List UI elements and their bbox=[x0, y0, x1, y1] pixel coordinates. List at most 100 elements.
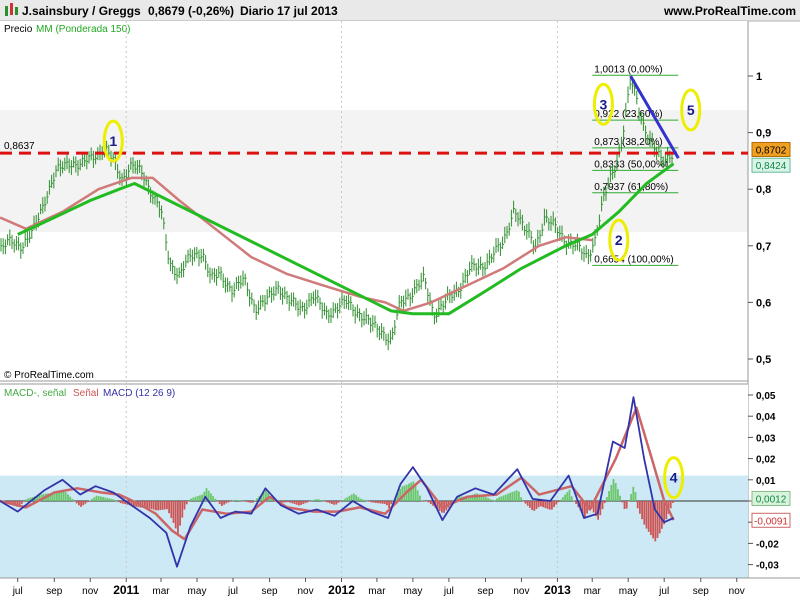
macd-histogram-bar bbox=[559, 499, 562, 501]
macd-histogram-bar bbox=[179, 501, 181, 526]
macd-histogram-bar bbox=[302, 501, 305, 505]
macd-histogram-bar bbox=[172, 501, 175, 523]
macd-histogram-bar bbox=[359, 498, 362, 501]
macd-histogram-bar bbox=[298, 501, 300, 506]
macd-histogram-bar bbox=[482, 496, 485, 501]
price-tick-label: 0,6 bbox=[756, 297, 771, 309]
macd-histogram-bar bbox=[185, 501, 188, 505]
current-price-badge-box bbox=[751, 141, 791, 157]
macd-histogram-bar bbox=[491, 499, 494, 501]
x-tick-label: mar bbox=[152, 586, 170, 597]
x-tick-label: nov bbox=[297, 586, 313, 597]
macd-legend-3: MACD (12 26 9) bbox=[103, 388, 175, 399]
macd-histogram-bar bbox=[632, 486, 635, 501]
macd-histogram-bar bbox=[269, 496, 272, 501]
macd-histogram-bar bbox=[511, 492, 514, 501]
macd-histogram-bar bbox=[427, 501, 430, 503]
macd-histogram-bar bbox=[251, 501, 254, 503]
macd-histogram-bar bbox=[20, 501, 23, 505]
macd-histogram-bar bbox=[364, 500, 366, 501]
macd-histogram-bar bbox=[669, 501, 672, 509]
macd-histogram-bar bbox=[117, 501, 120, 503]
macd-histogram-bar bbox=[234, 500, 236, 501]
macd-histogram-bar bbox=[25, 499, 27, 501]
macd-histogram-bar bbox=[383, 501, 386, 504]
macd-histogram-bar bbox=[177, 501, 179, 534]
macd-histogram-bar bbox=[300, 501, 302, 505]
macd-histogram-bar bbox=[227, 501, 230, 503]
macd-histogram-bar bbox=[346, 497, 349, 501]
macd-histogram-bar bbox=[575, 501, 577, 504]
macd-histogram-bar bbox=[119, 501, 122, 504]
macd-histogram-bar bbox=[388, 501, 390, 509]
macd-histogram-bar bbox=[430, 501, 432, 505]
macd-histogram-bar bbox=[623, 501, 626, 509]
macd-histogram-bar bbox=[504, 494, 507, 501]
macd-histogram-bar bbox=[410, 482, 412, 501]
ma-value-badge: 0,8424 bbox=[756, 161, 787, 172]
macd-histogram-bar bbox=[260, 493, 263, 501]
fibonacci-retracement: 1,0013 (0,00%) 0,922 (23,60%) 0,873 (38,20… bbox=[592, 64, 679, 266]
macd-histogram-bar bbox=[53, 493, 56, 501]
macd-histogram-bar bbox=[535, 501, 538, 509]
price-tick-label: 1 bbox=[756, 71, 762, 83]
macd-histogram-bar bbox=[375, 501, 377, 503]
macd-histogram-bar bbox=[436, 501, 439, 510]
macd-histogram-bar bbox=[397, 492, 399, 501]
macd-histogram-bar bbox=[170, 501, 173, 518]
macd-histogram-bar bbox=[672, 501, 674, 503]
macd-histogram-bar bbox=[557, 501, 560, 503]
macd-histogram-bar bbox=[104, 497, 107, 501]
macd-histogram-bar bbox=[414, 485, 417, 501]
macd-histogram-bar bbox=[544, 501, 547, 509]
macd-histogram-bar bbox=[287, 501, 289, 503]
macd-histogram-bar bbox=[108, 498, 111, 501]
macd-histogram-bar bbox=[570, 496, 573, 501]
macd-histogram-bar bbox=[47, 493, 49, 501]
macd-histogram-bar bbox=[518, 491, 520, 501]
price-tick-label: 0,9 bbox=[756, 128, 771, 140]
macd-histogram-bar bbox=[225, 501, 228, 504]
macd-histogram-bar bbox=[62, 489, 65, 501]
macd-histogram-bar bbox=[526, 501, 529, 506]
x-tick-label: 2011 bbox=[113, 583, 139, 597]
macd-histogram-bar bbox=[49, 493, 52, 501]
macd-histogram-bar bbox=[247, 501, 250, 503]
macd-histogram-bar bbox=[529, 501, 531, 508]
macd-histogram-bar bbox=[524, 501, 527, 504]
macd-histogram-bar bbox=[608, 491, 610, 501]
x-tick-label: sep bbox=[693, 586, 710, 597]
x-tick-label: may bbox=[403, 586, 422, 597]
header-website[interactable]: www.ProRealTime.com bbox=[663, 4, 796, 18]
macd-histogram-bar bbox=[355, 495, 357, 501]
macd-histogram-bar bbox=[566, 492, 569, 501]
x-tick-label: nov bbox=[82, 586, 98, 597]
macd-histogram-bar bbox=[489, 498, 492, 501]
macd-histogram-bar bbox=[122, 501, 124, 504]
macd-histogram-bar bbox=[148, 501, 151, 509]
macd-histogram-bar bbox=[146, 501, 148, 509]
macd-histogram-bar bbox=[612, 478, 615, 501]
macd-histogram-bar bbox=[181, 501, 184, 518]
macd-histogram-bar bbox=[540, 501, 542, 507]
macd-histogram-bar bbox=[214, 498, 217, 501]
macd-histogram-bar bbox=[115, 500, 118, 502]
macd-histogram-bar bbox=[408, 483, 410, 501]
macd-histogram-bar bbox=[423, 501, 426, 502]
macd-histogram-bar bbox=[478, 494, 481, 501]
macd-line bbox=[0, 396, 674, 568]
macd-histogram-bar bbox=[335, 501, 338, 505]
macd-histogram-bar bbox=[73, 501, 76, 502]
macd-histogram-bar bbox=[614, 483, 617, 501]
macd-histogram-bar bbox=[163, 501, 166, 510]
macd-tick-label: 0,05 bbox=[756, 391, 776, 402]
macd-histogram-bar bbox=[155, 501, 157, 511]
macd-histogram-bar bbox=[353, 493, 355, 501]
macd-histogram-bar bbox=[304, 501, 307, 504]
macd-histogram-bar bbox=[533, 501, 536, 511]
macd-histogram-bar bbox=[333, 501, 335, 505]
macd-histogram-bar bbox=[56, 492, 58, 501]
macd-histogram-bar bbox=[348, 495, 351, 501]
macd-histogram-bar bbox=[199, 495, 201, 501]
macd-histogram-bar bbox=[485, 497, 487, 501]
